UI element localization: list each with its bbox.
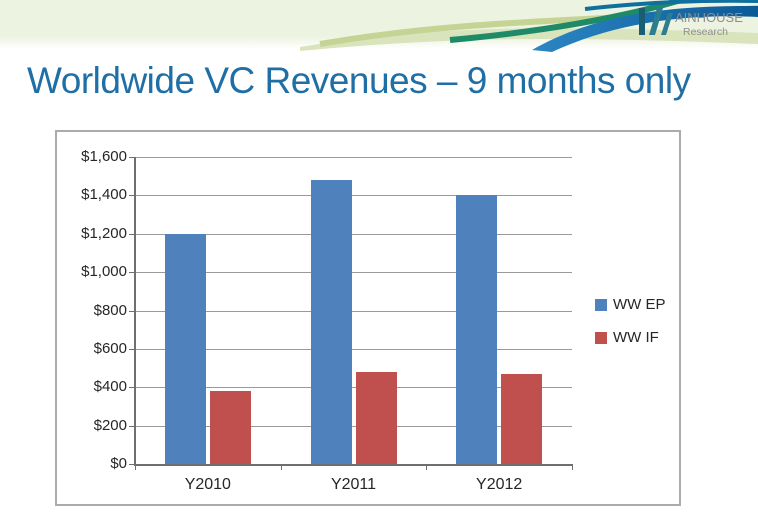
logo-brand-text: AINHOUSE [675,10,743,25]
bar-ww-if-y2011 [355,371,397,464]
y-tick-label: $1,400 [81,186,127,204]
y-axis-tick [129,464,135,465]
legend-label: WW IF [613,329,659,346]
y-tick-label: $0 [110,455,127,472]
y-axis-tick [129,272,135,274]
gridline [135,348,572,350]
y-axis-tick [129,233,135,235]
logo-bar-icon [639,8,645,35]
wainhouse-logo: AINHOUSE Research [639,8,743,38]
y-tick-label: $1,000 [81,263,127,281]
y-axis-tick [129,195,135,197]
gridline [135,157,572,158]
y-axis [134,157,136,465]
bar-chart: $0 $200 $400 $600 $800 $1,000 $1,200 $1,400 $1,6… [55,130,681,506]
y-axis-tick [129,348,135,350]
x-axis [134,464,573,466]
page-title: Worldwide VC Revenues – 9 months only [27,60,691,101]
bar-ww-ep-y2012 [456,195,498,464]
x-tick-label: Y2010 [184,476,231,493]
logo-w-icon [649,8,663,35]
x-axis-tick [280,464,282,470]
x-tick-label: Y2012 [476,476,523,493]
gridline [135,195,572,197]
bar-ww-if-y2010 [209,391,251,464]
y-tick-label: $600 [93,339,127,357]
y-tick-label: $1,200 [81,224,127,242]
bar-ww-ep-y2011 [310,180,352,464]
gridline [135,425,572,427]
x-axis-tick [135,464,136,470]
y-axis-tick [129,387,135,389]
y-axis-tick [129,157,135,158]
y-axis-tick [129,425,135,427]
gridline [135,387,572,389]
bar-ww-ep-y2010 [164,233,206,464]
y-tick-label: $200 [93,416,127,434]
legend-item-ww-ep: WW EP [595,296,666,313]
gridline [135,233,572,235]
logo-subbrand-text: Research [683,26,728,38]
x-tick-label: Y2011 [330,476,377,493]
legend-swatch [595,298,607,311]
gridline [135,272,572,274]
legend-item-ww-if: WW IF [595,329,659,346]
legend-swatch [595,331,607,344]
y-tick-label: $1,600 [81,148,127,165]
x-axis-tick [426,464,428,470]
x-axis-tick [572,464,573,470]
y-tick-label: $800 [93,301,127,319]
gridline [135,310,572,312]
legend-label: WW EP [613,296,666,313]
bar-ww-if-y2012 [501,373,543,464]
logo-w-icon [661,13,673,35]
y-tick-label: $400 [93,378,127,396]
header-band: AINHOUSE Research [0,0,758,52]
y-axis-tick [129,310,135,312]
